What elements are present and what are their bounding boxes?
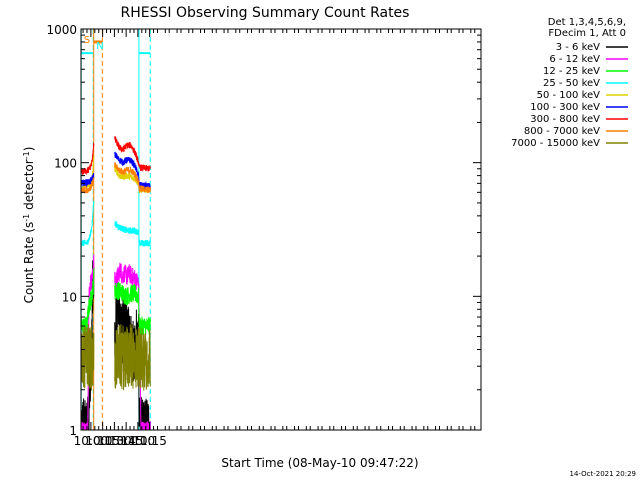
legend-header: Det 1,3,4,5,6,9, — [548, 17, 626, 28]
plot-area: SN — [81, 29, 151, 430]
x-axis-label: Start Time (08-May-10 09:47:22) — [221, 456, 418, 470]
legend-entry-label: 100 - 300 keV — [530, 102, 600, 113]
marker-label-s: S — [84, 35, 90, 46]
chart-title: RHESSI Observing Summary Count Rates — [121, 5, 410, 21]
series-line-9 — [81, 323, 151, 391]
series-line-7 — [81, 135, 151, 176]
legend-entry-label: 7000 - 15000 keV — [511, 138, 600, 149]
marker-label-n: N — [96, 41, 103, 52]
legend-entry-label: 300 - 800 keV — [530, 114, 600, 125]
legend: Det 1,3,4,5,6,9,FDecim 1, Att 0 3 - 6 keV… — [511, 17, 628, 149]
timestamp: 14-Oct-2021 20:29 — [570, 470, 636, 478]
x-tick-label: 11:15 — [132, 434, 167, 448]
y-tick-label: 1 — [69, 424, 77, 438]
legend-entry-label: 12 - 25 keV — [543, 66, 600, 77]
y-axis-label-superscript: -1 — [22, 214, 31, 222]
y-tick-label: 10 — [62, 290, 77, 304]
x-tick-label: 10:45 — [109, 434, 144, 448]
x-tick-label: 10:15 — [85, 434, 120, 448]
x-tick-label: 10:30 — [97, 434, 132, 448]
y-axis-label-part: ) — [22, 147, 36, 152]
y-axis-label: Count Rate (s-1 detector-1) — [22, 147, 36, 304]
legend-header: FDecim 1, Att 0 — [548, 28, 626, 39]
legend-entry-label: 25 - 50 keV — [543, 78, 600, 89]
plot-frame — [80, 28, 482, 431]
series-line-2 — [81, 254, 151, 430]
x-tick-label: 10:00 — [74, 434, 109, 448]
y-tick-label: 1000 — [46, 23, 77, 37]
legend-entry-label: 800 - 7000 keV — [524, 126, 600, 137]
y-axis-label-part: detector — [22, 159, 36, 214]
legend-entry-label: 50 - 100 keV — [537, 90, 601, 101]
series-line-8 — [81, 162, 151, 194]
series-line-4 — [81, 200, 151, 248]
y-axis-label-part: Count Rate (s — [22, 222, 36, 304]
x-tick-label: 11:00 — [121, 434, 156, 448]
legend-entry-label: 6 - 12 keV — [549, 54, 600, 65]
y-axis-label-superscript: -1 — [22, 151, 31, 159]
legend-entry-label: 3 - 6 keV — [556, 42, 600, 53]
series-line-6 — [81, 151, 151, 190]
y-tick-label: 100 — [54, 157, 77, 171]
plot-inner — [81, 29, 151, 430]
